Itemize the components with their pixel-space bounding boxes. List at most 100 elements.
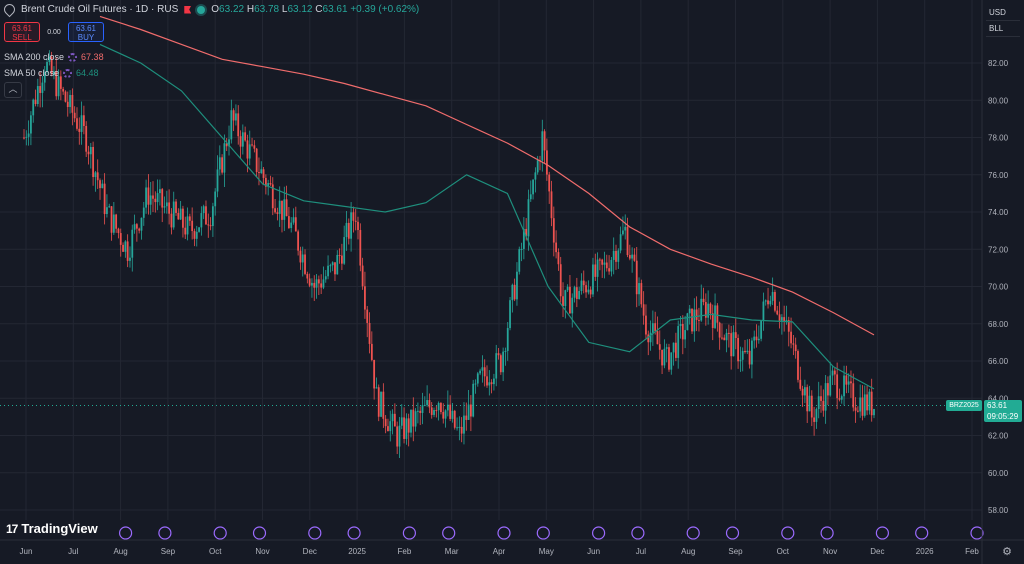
candle-body (412, 409, 415, 427)
candle-body (184, 227, 187, 235)
candle-body (532, 179, 534, 195)
time-axis-label: Sep (728, 547, 743, 556)
time-axis-label: Dec (870, 547, 884, 556)
candle-body (476, 373, 479, 384)
candle-body (861, 397, 864, 416)
candle-body (674, 342, 677, 358)
candle-body (829, 375, 832, 396)
settings-icon[interactable] (63, 68, 73, 78)
change-value: +0.39 (+0.62%) (350, 4, 420, 15)
candle-body (787, 320, 790, 332)
candle-body (824, 383, 827, 411)
candle-body (159, 189, 161, 194)
candle-body (170, 213, 173, 228)
candle-body (138, 228, 141, 231)
candle-body (435, 410, 438, 412)
candle-body (313, 282, 316, 288)
sell-button[interactable]: 63.61 SELL (4, 22, 40, 42)
candle-body (414, 411, 417, 427)
collapse-legend-button[interactable]: ︿ (4, 82, 22, 98)
chart-settings-icon[interactable]: ⚙ (1002, 546, 1012, 558)
candle-body (175, 201, 177, 213)
time-axis-label: Feb (965, 547, 979, 556)
candle-body (55, 71, 58, 97)
indicator-sma50[interactable]: SMA 50 close 64.48 (4, 68, 99, 78)
tradingview-logo[interactable]: 17 TradingView (6, 521, 98, 536)
symbol-title[interactable]: Brent Crude Oil Futures · 1D · RUS (21, 4, 179, 15)
candle-body (36, 86, 39, 105)
candle-body (221, 157, 224, 173)
currency-label[interactable]: USD (986, 5, 1020, 21)
candle-body (497, 353, 500, 356)
candle-body (631, 254, 634, 259)
buy-button[interactable]: 63.61 BUY (68, 22, 104, 42)
candle-body (437, 403, 440, 411)
candle-body (451, 410, 454, 419)
candle-body (149, 195, 152, 205)
candle-body (458, 426, 461, 428)
candle-body (112, 214, 115, 233)
candle-body (474, 383, 477, 385)
candle-body (364, 286, 366, 310)
sell-price: 63.61 (11, 24, 33, 33)
candle-body (456, 427, 458, 429)
candle-body (359, 230, 362, 266)
time-axis-label: Jul (68, 547, 78, 556)
event-marker-icon (536, 526, 550, 540)
candle-body (285, 199, 288, 217)
candle-body (571, 297, 574, 314)
unit-label[interactable]: BLL (986, 21, 1020, 37)
candle-body (506, 328, 509, 351)
event-marker-icon (158, 526, 172, 540)
candle-body (603, 262, 606, 265)
candle-body (548, 174, 551, 192)
candle-body (615, 250, 617, 262)
candle-body (868, 391, 871, 411)
candle-body (624, 226, 627, 231)
candle-body (428, 400, 431, 408)
candle-body (253, 145, 256, 149)
candle-body (709, 303, 712, 314)
symbol-header[interactable]: Brent Crude Oil Futures · 1D · RUS O63.2… (1, 1, 420, 18)
candle-body (681, 323, 684, 340)
candle-body (370, 343, 373, 360)
candle-body (472, 383, 475, 417)
candle-body (271, 184, 274, 209)
candle-body (78, 128, 81, 132)
candle-body (92, 146, 95, 178)
candle-body (278, 200, 281, 214)
candle-body (244, 132, 247, 141)
candle-body (444, 410, 447, 419)
candle-body (375, 387, 378, 389)
candle-body (228, 139, 230, 147)
candle-body (338, 254, 341, 256)
candle-body (317, 279, 320, 284)
indicator-sma200[interactable]: SMA 200 close 67.38 (4, 52, 104, 62)
candle-body (601, 259, 604, 265)
candle-body (195, 231, 198, 239)
candle-body (840, 396, 843, 400)
candle-body (658, 344, 661, 350)
event-marker-icon (725, 526, 740, 540)
candle-body (668, 347, 670, 370)
candle-body (688, 308, 691, 314)
candle-body (580, 280, 583, 292)
candle-body (801, 388, 804, 396)
event-marker-icon (497, 526, 511, 540)
candle-body (64, 91, 67, 102)
flag-icon[interactable] (184, 5, 192, 14)
currency-selector[interactable]: USD BLL (986, 5, 1020, 37)
candle-body (847, 381, 850, 385)
candle-body (117, 228, 120, 234)
settings-icon[interactable] (68, 52, 78, 62)
candle-body (596, 259, 599, 277)
candle-body (516, 271, 518, 300)
price-scale-label: 58.00 (988, 506, 1009, 515)
candle-body (85, 125, 88, 152)
candle-body (140, 217, 143, 231)
candle-body (776, 310, 779, 315)
price-scale-label: 80.00 (988, 96, 1009, 105)
candle-body (737, 338, 739, 362)
candle-body (557, 252, 560, 265)
